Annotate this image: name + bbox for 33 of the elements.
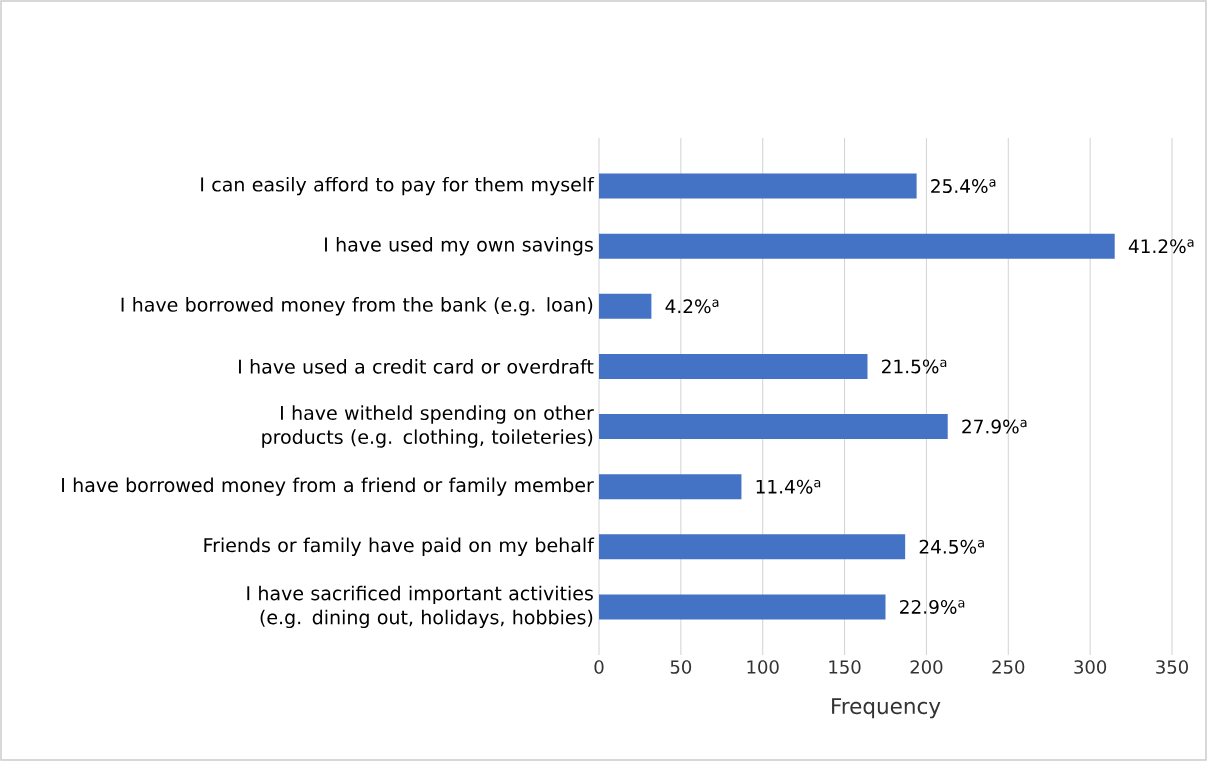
y-tick-label: Friends or family have paid on my behalf — [204, 537, 595, 556]
bar — [599, 173, 917, 199]
bar — [599, 233, 1115, 259]
x-tick-label: 0 — [594, 660, 604, 674]
y-tick-label: I have used my own savings — [325, 237, 593, 256]
bar — [599, 353, 868, 379]
annotation: 4.2%$^{a}$ — [665, 299, 719, 314]
bar — [599, 293, 652, 319]
x-axis-title: Frequency — [832, 698, 941, 719]
bar — [599, 414, 948, 440]
x-tick-label: 150 — [829, 660, 861, 674]
x-tick-label: 250 — [992, 660, 1025, 674]
y-tick-label: I have borrowed money from the bank (e.g. loan) — [121, 297, 593, 316]
annotation: 41.2%$^{a}$ — [1128, 239, 1194, 254]
annotation: 21.5%$^{a}$ — [882, 359, 947, 374]
bar — [599, 474, 742, 500]
bar — [599, 594, 886, 620]
x-tick-label: 200 — [910, 660, 943, 674]
annotation: 24.5%$^{a}$ — [919, 539, 984, 554]
y-tick-label: I can easily afford to pay for them myself — [201, 176, 595, 196]
annotation: 25.4%$^{a}$ — [931, 179, 996, 194]
x-tick-label: 50 — [670, 660, 692, 674]
y-tick-label: I have witheld spending on other products (e.g. clothing, toileteries) — [262, 405, 594, 448]
y-tick-label: I have used a credit card or overdraft — [239, 359, 594, 374]
x-tick-label: 100 — [747, 660, 779, 674]
y-tick-label: I have sacrificed important activities (e.g. dining out, holidays, hobbies) — [247, 585, 593, 629]
x-tick-label: 350 — [1156, 660, 1188, 674]
annotation: 11.4%$^{a}$ — [756, 479, 821, 494]
annotation: 22.9%$^{a}$ — [900, 599, 965, 614]
x-tick-label: 300 — [1074, 660, 1107, 674]
bar — [599, 534, 906, 560]
annotation: 27.9%$^{a}$ — [962, 419, 1027, 434]
y-tick-label: I have borrowed money from a friend or family member — [62, 477, 594, 496]
